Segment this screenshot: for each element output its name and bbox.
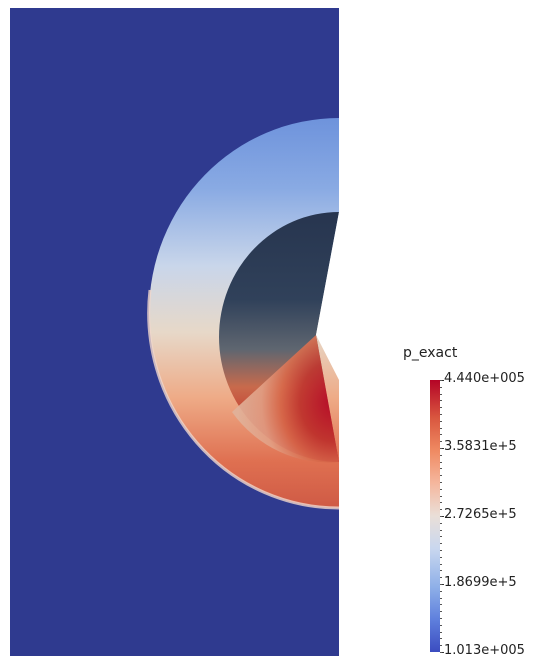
white-notch — [316, 212, 339, 380]
legend-title: p_exact — [403, 345, 458, 361]
inner-hot-wedge — [232, 335, 339, 463]
color-scale-bar — [430, 380, 440, 652]
outer-ring-rim — [147, 289, 339, 510]
